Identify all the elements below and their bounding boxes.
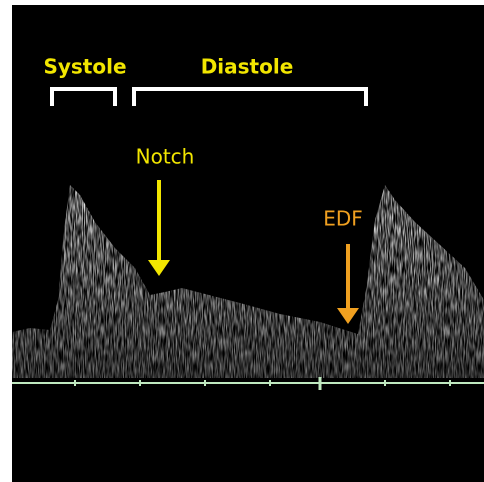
edf-label: EDF: [323, 207, 363, 231]
notch-label: Notch: [136, 145, 195, 169]
doppler-image: Systole Diastole Notch EDF: [0, 0, 484, 482]
diastole-label: Diastole: [201, 55, 294, 79]
page: Systole Diastole Notch EDF (() => { cons…: [0, 0, 484, 482]
systole-label: Systole: [43, 55, 126, 79]
